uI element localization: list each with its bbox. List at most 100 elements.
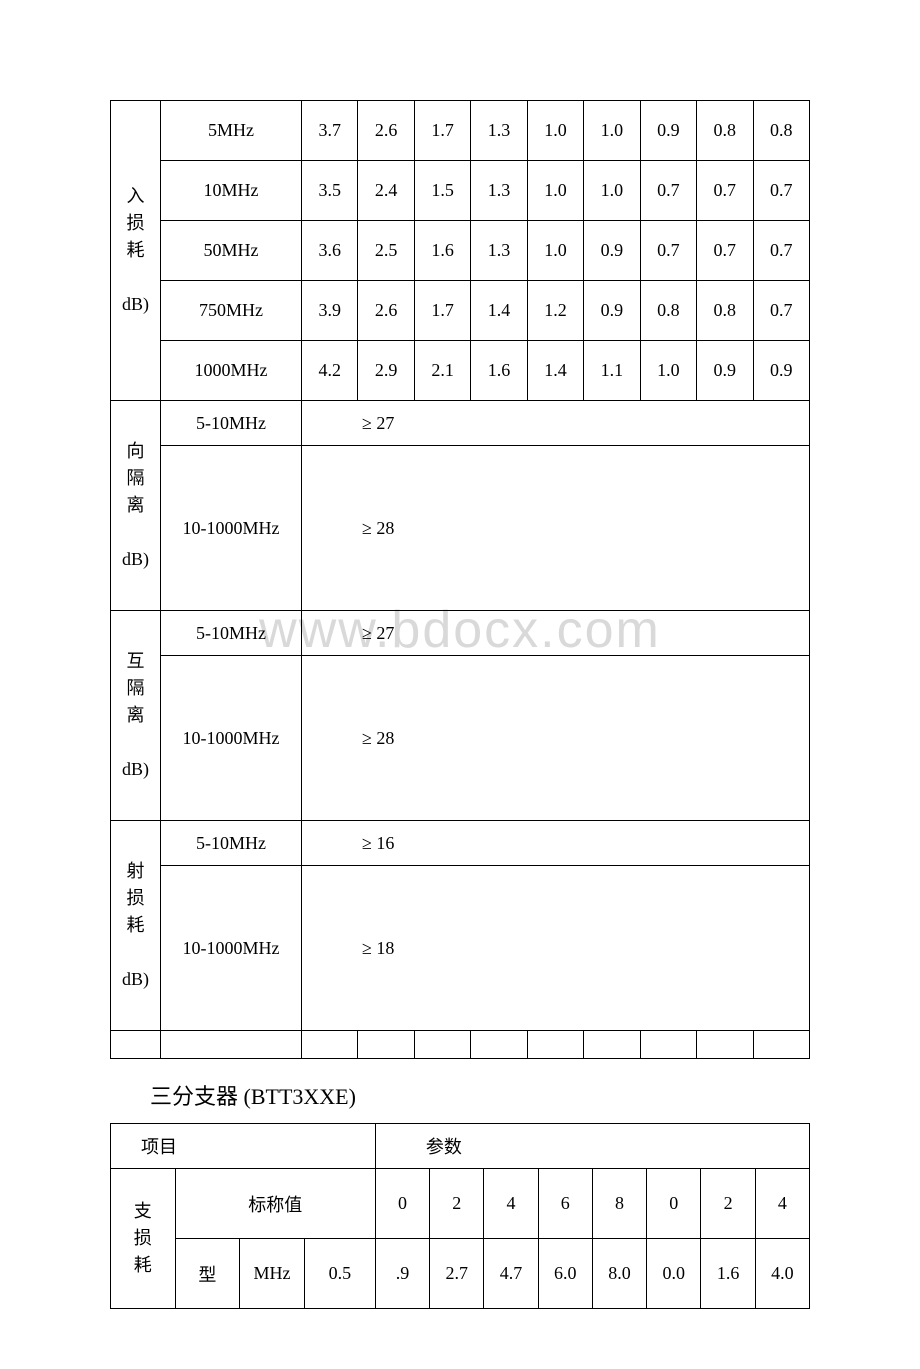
val-cell: 2.6 xyxy=(358,281,414,341)
val-cell: 0.7 xyxy=(753,281,809,341)
val-cell: .9 xyxy=(375,1239,429,1309)
nominal-val: 0 xyxy=(647,1169,701,1239)
val-cell: 0.9 xyxy=(584,281,640,341)
val-cell: 0.7 xyxy=(640,221,696,281)
val-cell: 3.6 xyxy=(302,221,358,281)
loss-row-1000mhz: 1000MHz 4.2 2.9 2.1 1.6 1.4 1.1 1.0 0.9 … xyxy=(111,341,810,401)
val-cell: 1.6 xyxy=(701,1239,755,1309)
t2-type-row: 型 MHz 0.5 .9 2.7 4.7 6.0 8.0 0.0 1.6 4.0 xyxy=(111,1239,810,1309)
val-cell: 1.6 xyxy=(414,221,470,281)
val-cell: 0.8 xyxy=(697,101,753,161)
val-cell: 4.7 xyxy=(484,1239,538,1309)
val-cell: 0.7 xyxy=(697,221,753,281)
mut-iso-label: 互 隔 离 dB) xyxy=(111,611,161,821)
iso-val: ≥ 27 xyxy=(302,401,810,446)
t2-head-row: 项目 参数 xyxy=(111,1124,810,1169)
val-cell: 1.6 xyxy=(471,341,527,401)
t2-proj-label: 项目 xyxy=(111,1124,376,1169)
freq-cell: 10-1000MHz xyxy=(160,656,301,821)
val-cell: 1.0 xyxy=(584,101,640,161)
mhz-label: MHz xyxy=(240,1239,305,1309)
val-cell: 2.1 xyxy=(414,341,470,401)
freq-cell: 10-1000MHz xyxy=(160,446,301,611)
emit-loss-label: 射 损 耗 dB) xyxy=(111,821,161,1031)
val-cell: 1.3 xyxy=(471,101,527,161)
fwd-iso-row-2: 10-1000MHz ≥ 28 xyxy=(111,446,810,611)
val-cell: 1.3 xyxy=(471,221,527,281)
val-cell: 3.9 xyxy=(302,281,358,341)
val-cell: 2.7 xyxy=(430,1239,484,1309)
loss-label: 入 损 耗 dB) xyxy=(111,101,161,401)
val-cell: 1.4 xyxy=(471,281,527,341)
iso-val: ≥ 28 xyxy=(302,656,810,821)
freq-cell: 50MHz xyxy=(160,221,301,281)
val-cell: 1.0 xyxy=(527,221,583,281)
loss-row-750mhz: 750MHz 3.9 2.6 1.7 1.4 1.2 0.9 0.8 0.8 0… xyxy=(111,281,810,341)
mut-iso-row-1: 互 隔 离 dB) 5-10MHz ≥ 27 xyxy=(111,611,810,656)
val-cell: 0.9 xyxy=(753,341,809,401)
val-cell: 1.0 xyxy=(527,161,583,221)
val-cell: 1.3 xyxy=(471,161,527,221)
iso-val: ≥ 27 xyxy=(302,611,810,656)
val-cell: 3.7 xyxy=(302,101,358,161)
val-cell: 1.0 xyxy=(584,161,640,221)
val-cell: 1.4 xyxy=(527,341,583,401)
val-cell: 4.0 xyxy=(755,1239,809,1309)
freq-cell: 750MHz xyxy=(160,281,301,341)
emit-val: ≥ 16 xyxy=(302,821,810,866)
val-cell: 0.7 xyxy=(697,161,753,221)
fwd-iso-row-1: 向 隔 离 dB) 5-10MHz ≥ 27 xyxy=(111,401,810,446)
val-cell: 2.5 xyxy=(358,221,414,281)
freq-cell: 5-10MHz xyxy=(160,821,301,866)
val-cell: 0.7 xyxy=(753,221,809,281)
emit-loss-row-1: 射 损 耗 dB) 5-10MHz ≥ 16 xyxy=(111,821,810,866)
spec-table-1: 入 损 耗 dB) 5MHz 3.7 2.6 1.7 1.3 1.0 1.0 0… xyxy=(110,100,810,1059)
nominal-val: 6 xyxy=(538,1169,592,1239)
mut-iso-row-2: 10-1000MHz ≥ 28 xyxy=(111,656,810,821)
val-cell: 0.0 xyxy=(647,1239,701,1309)
val-cell: 1.0 xyxy=(640,341,696,401)
nominal-val: 0 xyxy=(375,1169,429,1239)
val-cell: 6.0 xyxy=(538,1239,592,1309)
val-cell: 0.8 xyxy=(697,281,753,341)
val-cell: 1.1 xyxy=(584,341,640,401)
empty-row xyxy=(111,1031,810,1059)
val-cell: 2.4 xyxy=(358,161,414,221)
freq-cell: 5MHz xyxy=(160,101,301,161)
val-cell: 1.0 xyxy=(527,101,583,161)
freq-cell: 5-10MHz xyxy=(160,611,301,656)
nominal-label: 标称值 xyxy=(175,1169,375,1239)
val-cell: 0.7 xyxy=(753,161,809,221)
section-heading-btt3xxe: 三分支器 (BTT3XXE) xyxy=(150,1079,810,1111)
loss-row-5mhz: 入 损 耗 dB) 5MHz 3.7 2.6 1.7 1.3 1.0 1.0 0… xyxy=(111,101,810,161)
val-cell: 1.5 xyxy=(414,161,470,221)
val-cell: 0.8 xyxy=(753,101,809,161)
val-cell: 8.0 xyxy=(592,1239,646,1309)
val-cell: 3.5 xyxy=(302,161,358,221)
loss-row-50mhz: 50MHz 3.6 2.5 1.6 1.3 1.0 0.9 0.7 0.7 0.… xyxy=(111,221,810,281)
nominal-val: 2 xyxy=(701,1169,755,1239)
branch-loss-label: 支 损 耗 xyxy=(111,1169,176,1309)
freq-cell: 1000MHz xyxy=(160,341,301,401)
val-cell: 0.9 xyxy=(697,341,753,401)
val-cell: 1.7 xyxy=(414,281,470,341)
nominal-val: 8 xyxy=(592,1169,646,1239)
fwd-iso-label: 向 隔 离 dB) xyxy=(111,401,161,611)
val-cell: 2.6 xyxy=(358,101,414,161)
t2-nominal-row: 支 损 耗 标称值 0 2 4 6 8 0 2 4 xyxy=(111,1169,810,1239)
nominal-val: 2 xyxy=(430,1169,484,1239)
nominal-val: 4 xyxy=(755,1169,809,1239)
val-cell: 2.9 xyxy=(358,341,414,401)
val-cell: 0.9 xyxy=(640,101,696,161)
freq-cell: 10MHz xyxy=(160,161,301,221)
t2-param-label: 参数 xyxy=(375,1124,809,1169)
first-val: 0.5 xyxy=(304,1239,375,1309)
nominal-val: 4 xyxy=(484,1169,538,1239)
val-cell: 4.2 xyxy=(302,341,358,401)
spec-table-2: 项目 参数 支 损 耗 标称值 0 2 4 6 8 0 2 4 型 MHz 0.… xyxy=(110,1123,810,1309)
val-cell: 0.7 xyxy=(640,161,696,221)
freq-cell: 5-10MHz xyxy=(160,401,301,446)
val-cell: 0.8 xyxy=(640,281,696,341)
val-cell: 1.7 xyxy=(414,101,470,161)
val-cell: 1.2 xyxy=(527,281,583,341)
